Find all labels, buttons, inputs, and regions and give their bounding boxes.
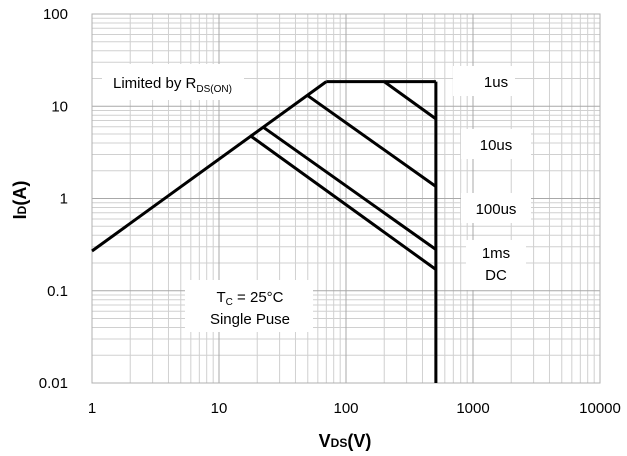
conditions-pulse: Single Puse (210, 311, 290, 328)
y-tick-label: 0.1 (47, 283, 68, 300)
rds-limit-label: Limited by RDS(ON) (113, 75, 232, 95)
y-tick-label: 10 (51, 98, 68, 115)
y-tick-label: 1 (60, 191, 68, 208)
series-layer (91, 80, 438, 383)
curve-label-1ms: 1ms (482, 245, 510, 262)
x-tick-label: 10000 (579, 400, 621, 417)
y-tick-label: 0.01 (39, 375, 68, 392)
y-tick-label: 100 (43, 6, 68, 23)
series-line-1us (383, 80, 437, 121)
curve-label-100us: 100us (476, 201, 517, 218)
x-tick-label: 100 (333, 400, 358, 417)
conditions-tc: TC = 25°C (216, 289, 283, 308)
plot-frame (91, 13, 601, 384)
series-line-10us (306, 94, 437, 188)
series-line-rds-limit (91, 80, 328, 253)
x-axis-title: VDS(V) (319, 431, 372, 451)
label-100us-box (461, 193, 531, 223)
x-tick-label: 1000 (456, 400, 489, 417)
label-10us-box (461, 129, 531, 159)
conditions-box (185, 280, 313, 332)
curve-label-1us: 1us (484, 74, 508, 91)
series-line-1ms-dc (250, 135, 437, 271)
series-line-100us (261, 125, 437, 251)
y-axis-title: ID(A) (10, 181, 30, 220)
y-tick-labels: 0.01 0.1 1 10 100 (39, 6, 68, 392)
x-tick-label: 10 (211, 400, 228, 417)
label-1ms-dc-box (466, 240, 526, 290)
x-tick-label: 1 (88, 400, 96, 417)
label-1us-box (453, 66, 515, 96)
rds-label-box (102, 64, 244, 100)
curve-label-dc: DC (485, 267, 507, 284)
x-tick-labels: 1 10 100 1000 10000 (88, 400, 621, 417)
curve-label-10us: 10us (480, 137, 513, 154)
